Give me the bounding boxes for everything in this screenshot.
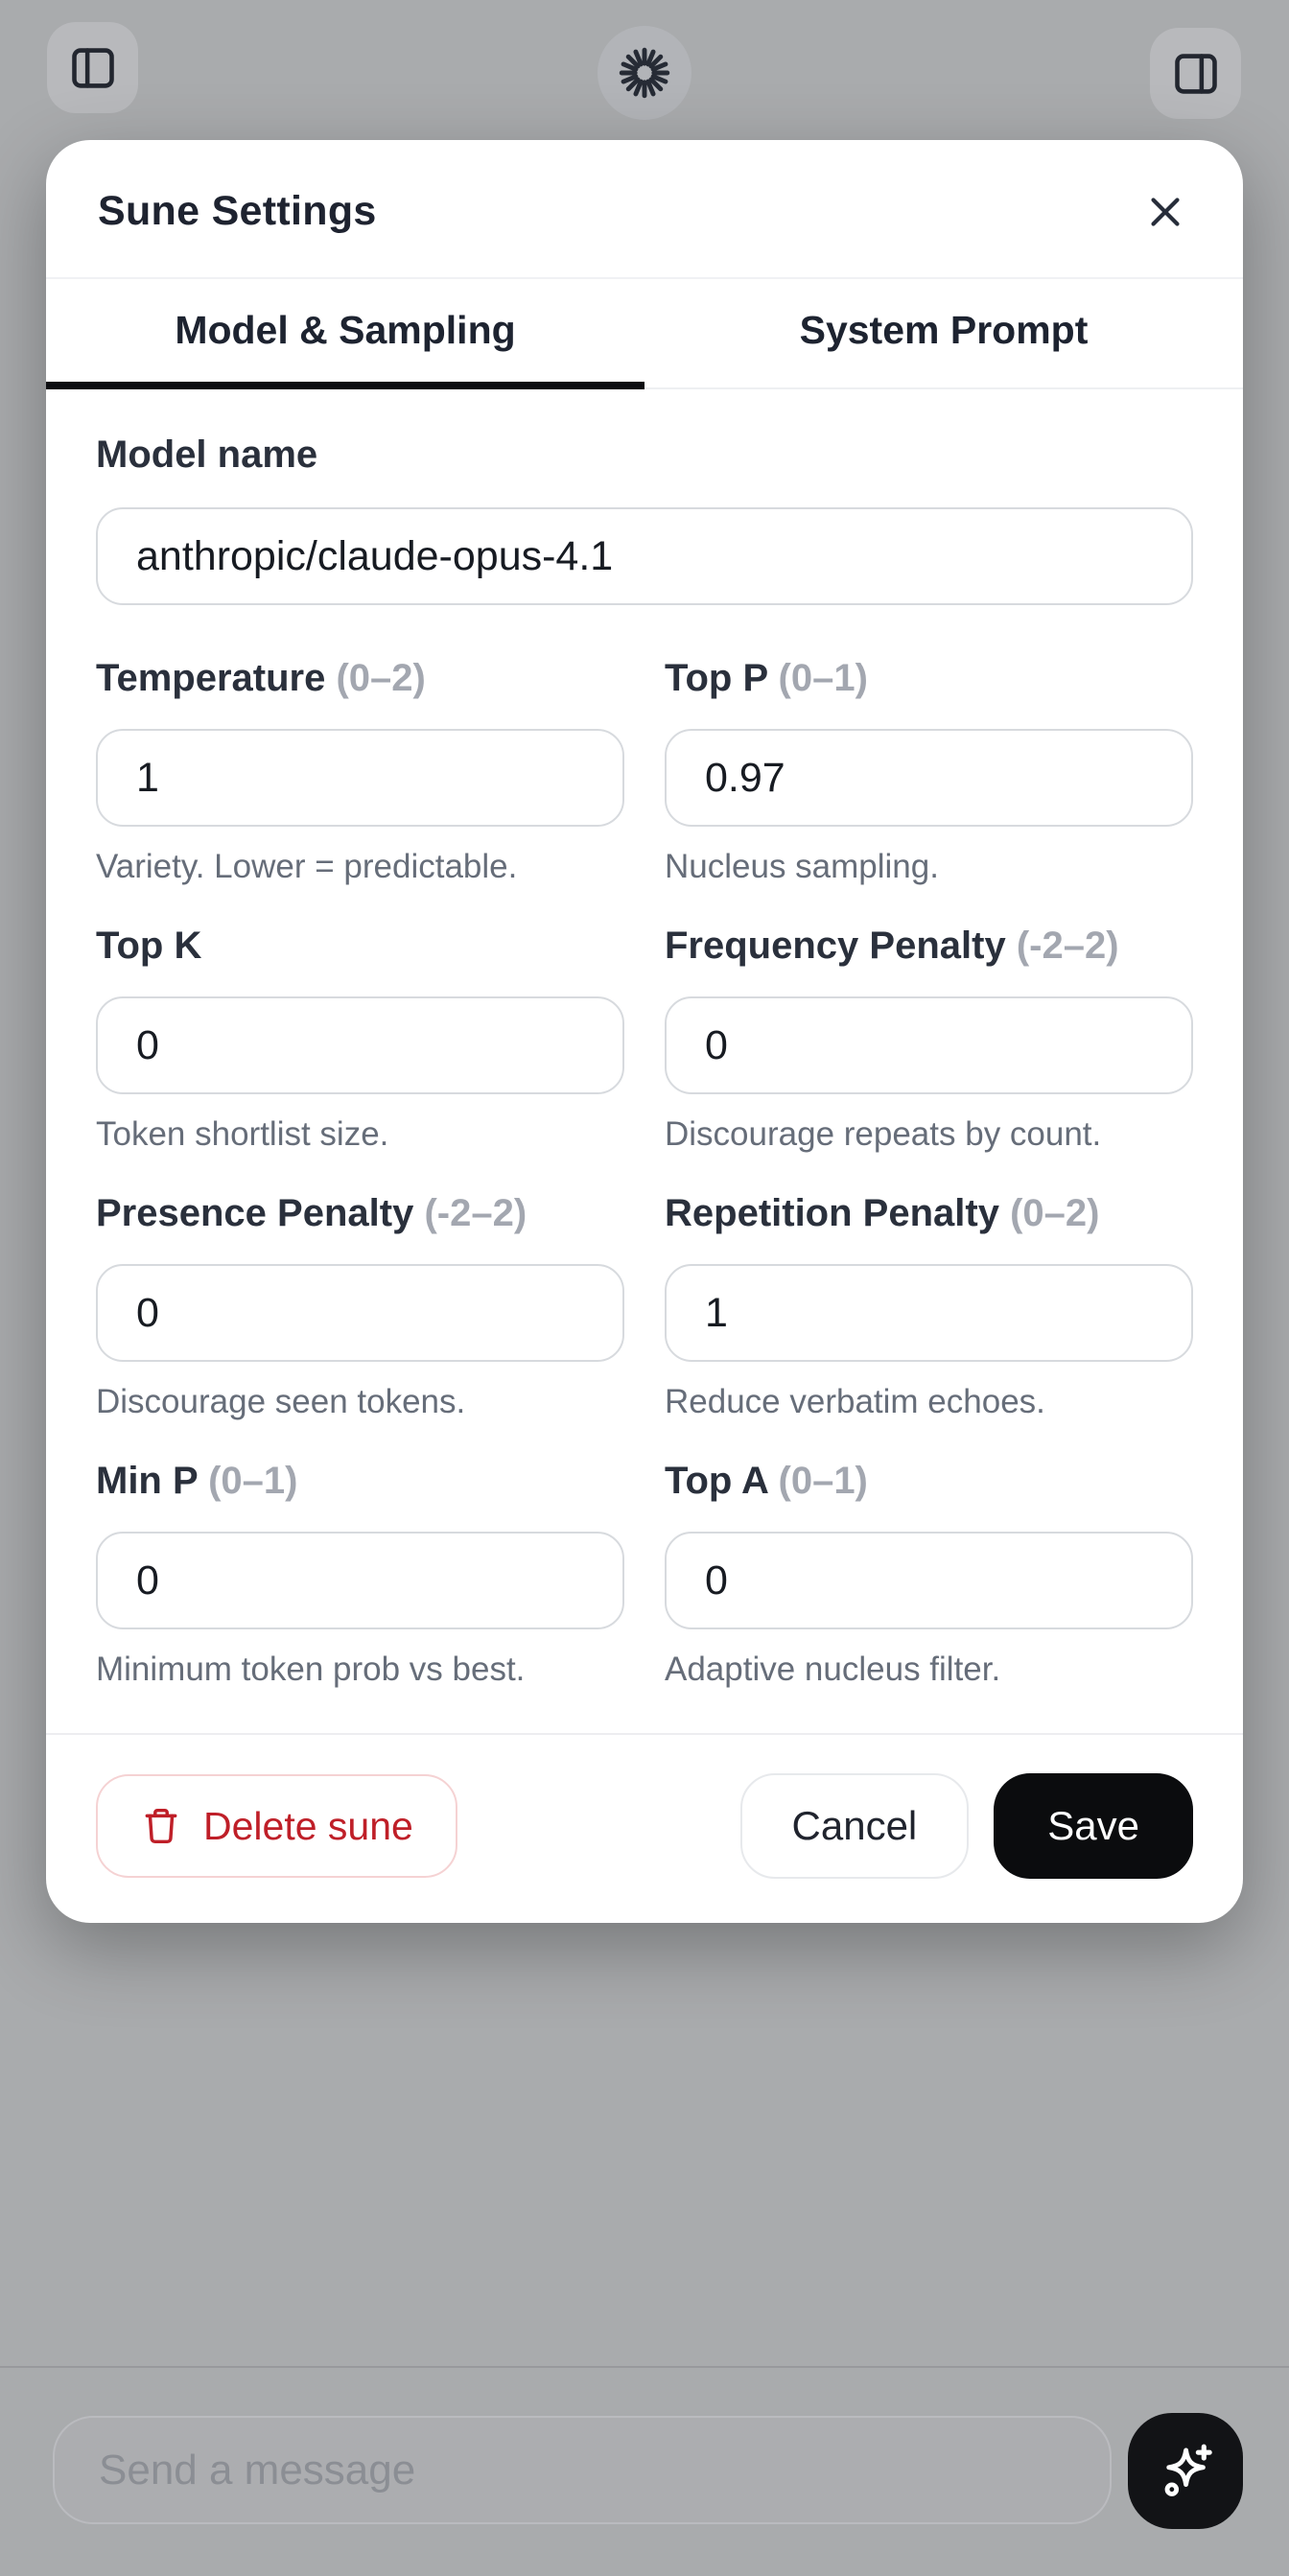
top-a-helper: Adaptive nucleus filter. (665, 1651, 1001, 1688)
top-p-label: Top P (665, 657, 768, 699)
top-a-input[interactable] (665, 1532, 1193, 1629)
sune-settings-modal: Sune Settings Model & Sampling System Pr… (46, 140, 1243, 1923)
frequency-penalty-range: (-2–2) (1016, 925, 1119, 967)
modal-title: Sune Settings (98, 188, 377, 234)
min-p-helper: Minimum token prob vs best. (96, 1651, 526, 1688)
min-p-label: Min P (96, 1460, 198, 1502)
top-k-helper: Token shortlist size. (96, 1115, 389, 1153)
panel-left-icon (68, 43, 118, 93)
tab-system-prompt[interactable]: System Prompt (644, 279, 1243, 387)
field-presence-penalty: Presence Penalty (-2–2) Discourage seen … (96, 1192, 624, 1421)
param-grid: Temperature (0–2) Variety. Lower = predi… (96, 657, 1193, 1727)
repetition-penalty-range: (0–2) (1010, 1192, 1100, 1234)
field-repetition-penalty: Repetition Penalty (0–2) Reduce verbatim… (665, 1192, 1193, 1421)
top-a-label: Top A (665, 1460, 768, 1502)
temperature-input[interactable] (96, 729, 624, 827)
field-min-p: Min P (0–1) Minimum token prob vs best. (96, 1460, 624, 1689)
temperature-range: (0–2) (336, 657, 426, 699)
presence-penalty-helper: Discourage seen tokens. (96, 1383, 466, 1420)
save-button[interactable]: Save (994, 1773, 1193, 1879)
x-icon (1143, 190, 1187, 234)
field-top-k: Top K Token shortlist size. (96, 925, 624, 1154)
top-p-range: (0–1) (778, 657, 868, 699)
composer-divider (0, 2366, 1289, 2368)
modal-header: Sune Settings (46, 140, 1243, 279)
sparkle-icon (1153, 2439, 1218, 2504)
message-input[interactable] (53, 2416, 1112, 2524)
presence-penalty-input[interactable] (96, 1264, 624, 1362)
field-top-a: Top A (0–1) Adaptive nucleus filter. (665, 1460, 1193, 1689)
frequency-penalty-helper: Discourage repeats by count. (665, 1115, 1102, 1153)
tab-model-sampling[interactable]: Model & Sampling (46, 279, 644, 389)
modal-footer: Delete sune Cancel Save (46, 1733, 1243, 1923)
model-name-field: Model name (96, 433, 1193, 605)
min-p-range: (0–1) (208, 1460, 298, 1502)
top-p-helper: Nucleus sampling. (665, 848, 939, 885)
repetition-penalty-label: Repetition Penalty (665, 1192, 999, 1234)
frequency-penalty-input[interactable] (665, 996, 1193, 1094)
presence-penalty-range: (-2–2) (424, 1192, 527, 1234)
modal-content: Model name Temperature (0–2) Variety. Lo… (46, 389, 1243, 1731)
presence-penalty-label: Presence Penalty (96, 1192, 414, 1234)
field-temperature: Temperature (0–2) Variety. Lower = predi… (96, 657, 624, 886)
temperature-label: Temperature (96, 657, 326, 699)
starburst-icon (615, 43, 674, 103)
trash-icon (140, 1805, 182, 1847)
sune-avatar[interactable] (598, 26, 691, 120)
cancel-button[interactable]: Cancel (739, 1773, 970, 1879)
panel-right-icon (1171, 49, 1221, 99)
top-p-input[interactable] (665, 729, 1193, 827)
frequency-penalty-label: Frequency Penalty (665, 925, 1006, 967)
top-k-input[interactable] (96, 996, 624, 1094)
top-k-label: Top K (96, 925, 202, 967)
temperature-helper: Variety. Lower = predictable. (96, 848, 518, 885)
top-a-range: (0–1) (778, 1460, 868, 1502)
min-p-input[interactable] (96, 1532, 624, 1629)
close-button[interactable] (1143, 190, 1187, 234)
repetition-penalty-helper: Reduce verbatim echoes. (665, 1383, 1045, 1420)
field-top-p: Top P (0–1) Nucleus sampling. (665, 657, 1193, 886)
repetition-penalty-input[interactable] (665, 1264, 1193, 1362)
toggle-left-panel-button[interactable] (47, 22, 138, 113)
tab-bar: Model & Sampling System Prompt (46, 279, 1243, 389)
field-frequency-penalty: Frequency Penalty (-2–2) Discourage repe… (665, 925, 1193, 1154)
send-message-button[interactable] (1128, 2413, 1243, 2529)
model-name-label: Model name (96, 433, 318, 476)
delete-sune-label: Delete sune (203, 1803, 413, 1848)
toggle-right-panel-button[interactable] (1150, 28, 1241, 119)
delete-sune-button[interactable]: Delete sune (96, 1774, 457, 1878)
model-name-input[interactable] (96, 507, 1193, 605)
